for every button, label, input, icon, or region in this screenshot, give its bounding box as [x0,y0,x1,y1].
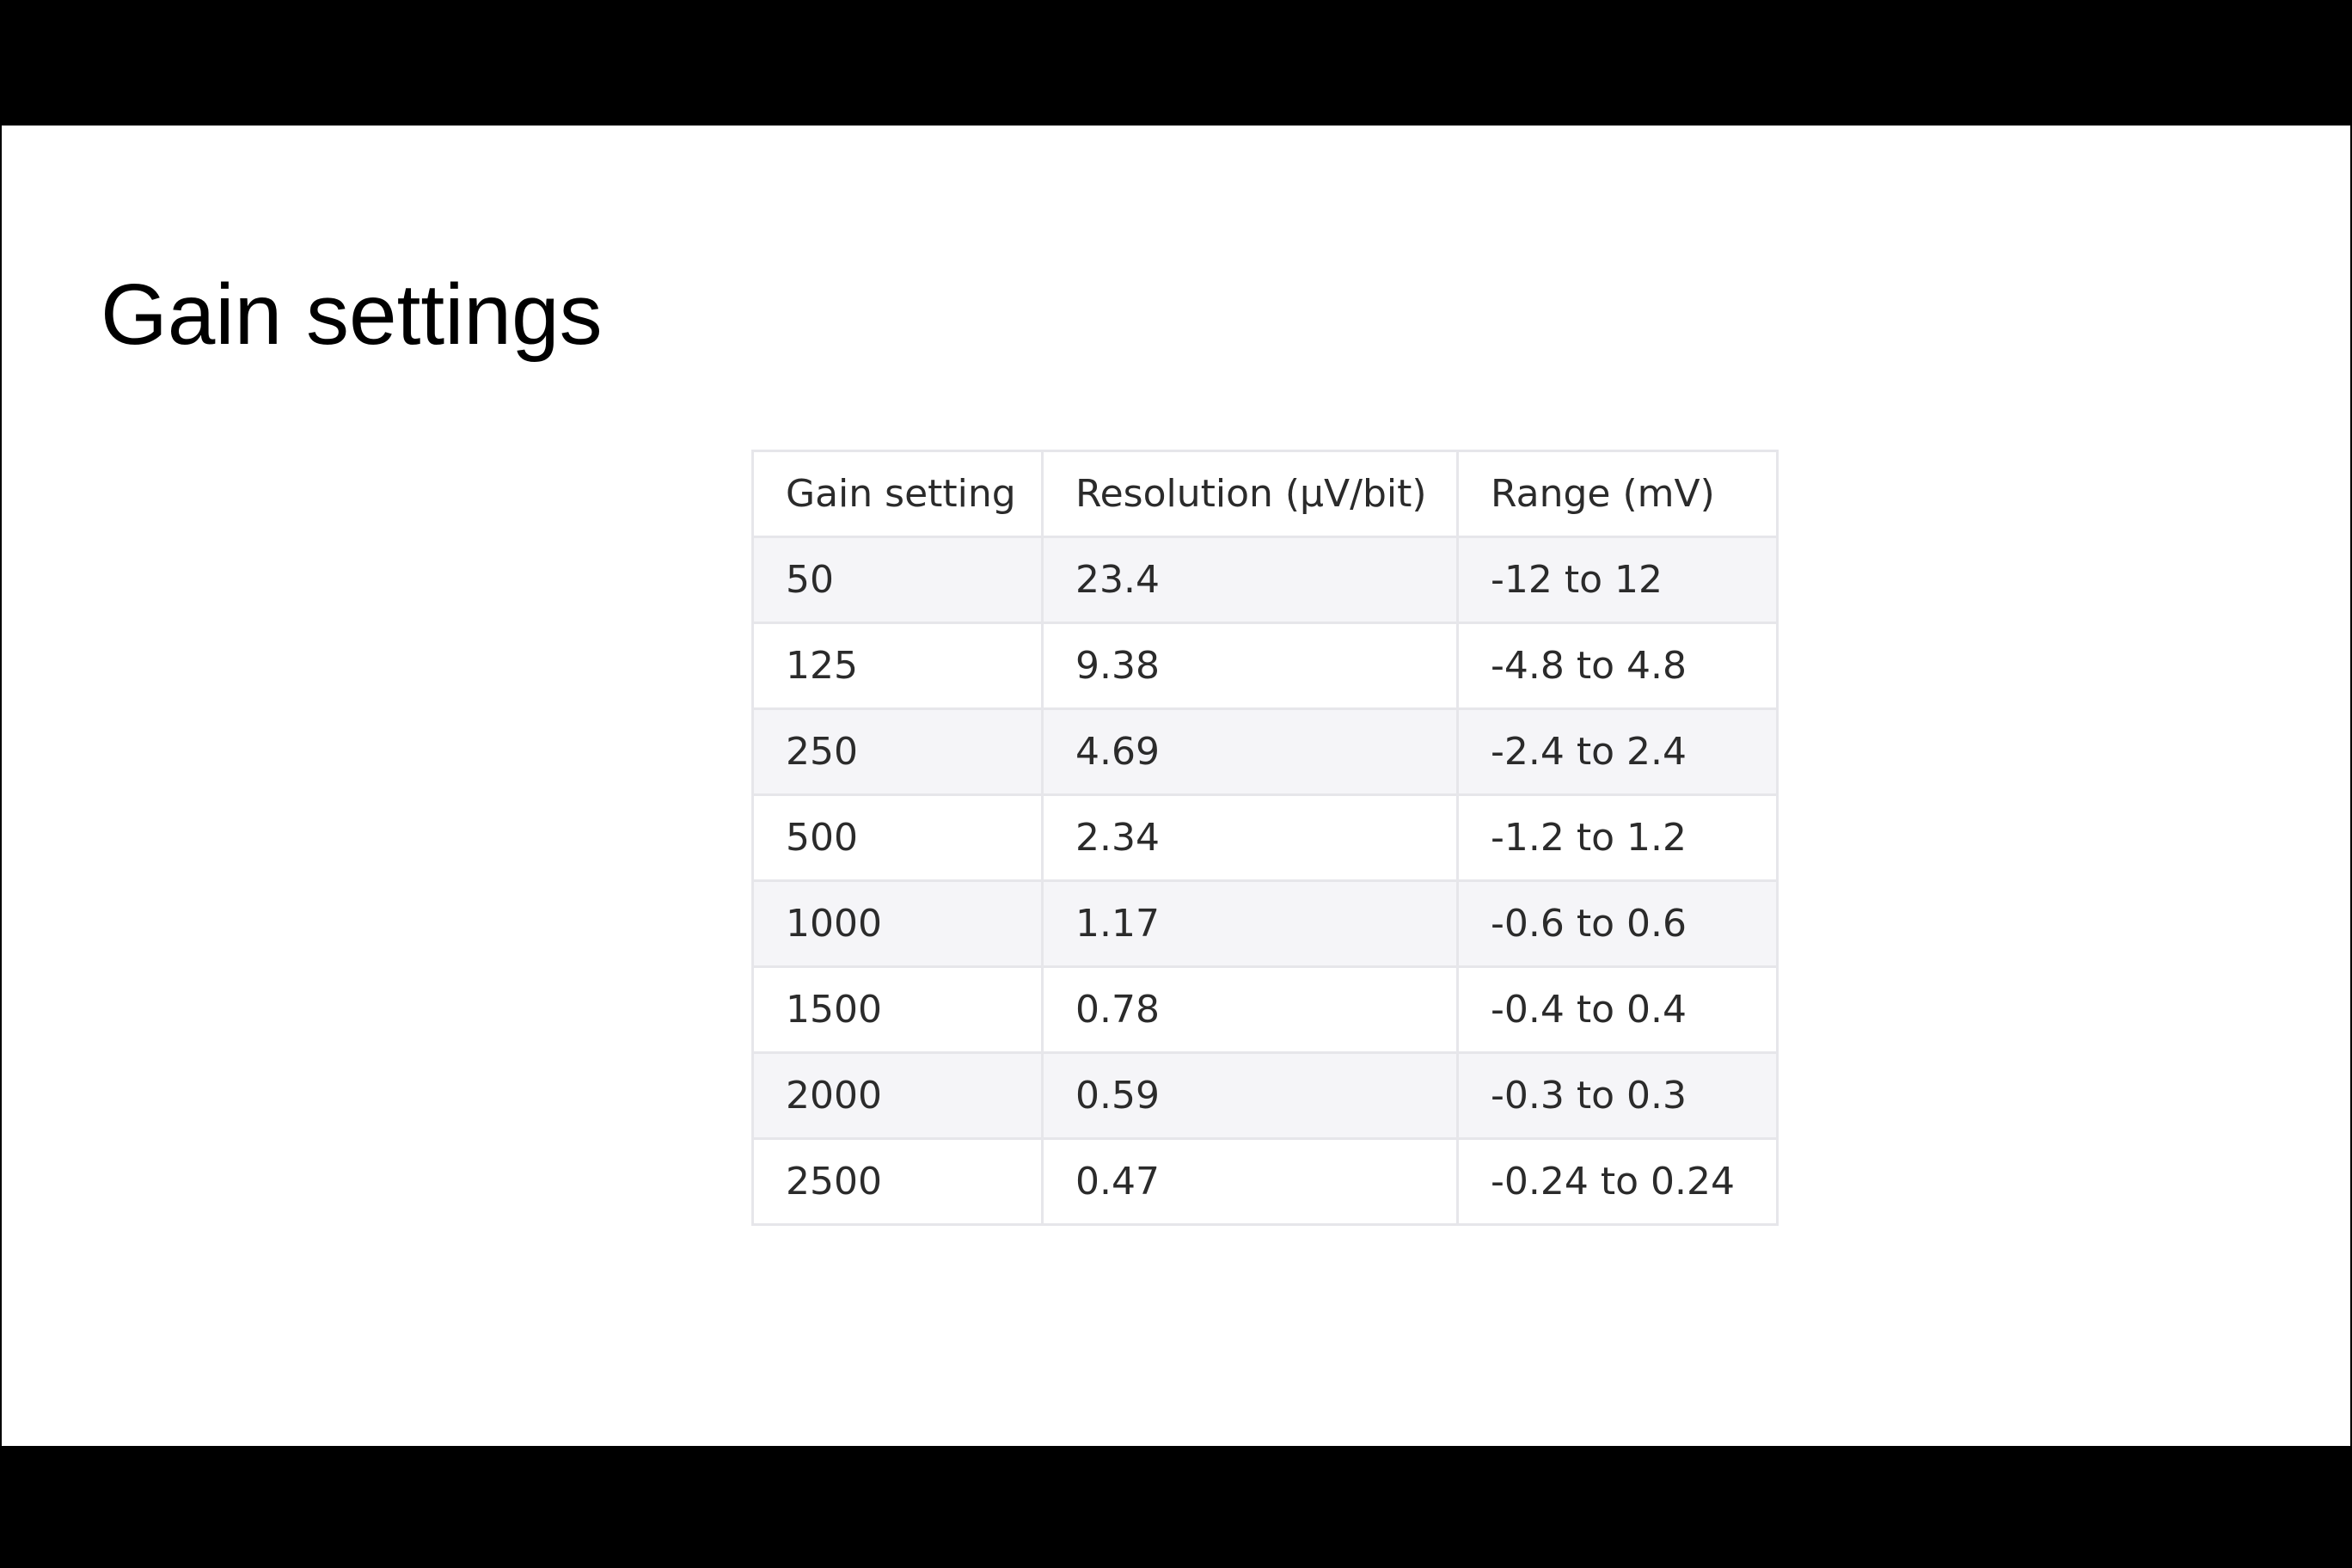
cell-resolution: 4.69 [1041,707,1459,796]
table-row: 125 9.38 -4.8 to 4.8 [751,622,1779,710]
header-resolution: Resolution (µV/bit) [1041,450,1459,538]
cell-range: -0.6 to 0.6 [1456,879,1779,968]
table-row: 2500 0.47 -0.24 to 0.24 [751,1137,1779,1226]
slide-title: Gain settings [101,266,603,363]
cell-gain: 1500 [751,965,1044,1054]
slide: Gain settings Gain setting Resolution (µ… [2,126,2350,1446]
cell-resolution: 0.47 [1041,1137,1459,1226]
cell-resolution: 2.34 [1041,793,1459,882]
letterbox-top [0,0,2352,124]
cell-range: -2.4 to 2.4 [1456,707,1779,796]
cell-range: -0.24 to 0.24 [1456,1137,1779,1226]
cell-gain: 250 [751,707,1044,796]
cell-resolution: 0.78 [1041,965,1459,1054]
table-row: 500 2.34 -1.2 to 1.2 [751,793,1779,882]
cell-range: -12 to 12 [1456,536,1779,624]
cell-range: -0.4 to 0.4 [1456,965,1779,1054]
gain-settings-table: Gain setting Resolution (µV/bit) Range (… [751,450,1779,1226]
cell-gain: 50 [751,536,1044,624]
cell-range: -4.8 to 4.8 [1456,622,1779,710]
cell-resolution: 9.38 [1041,622,1459,710]
cell-range: -1.2 to 1.2 [1456,793,1779,882]
cell-gain: 500 [751,793,1044,882]
cell-gain: 2000 [751,1051,1044,1140]
table-row: 50 23.4 -12 to 12 [751,536,1779,624]
letterbox-bottom [0,1447,2352,1568]
header-gain-setting: Gain setting [751,450,1044,538]
cell-resolution: 23.4 [1041,536,1459,624]
table-row: 250 4.69 -2.4 to 2.4 [751,707,1779,796]
cell-resolution: 1.17 [1041,879,1459,968]
header-range: Range (mV) [1456,450,1779,538]
table-row: 2000 0.59 -0.3 to 0.3 [751,1051,1779,1140]
cell-resolution: 0.59 [1041,1051,1459,1140]
table-header-row: Gain setting Resolution (µV/bit) Range (… [751,450,1779,538]
cell-gain: 1000 [751,879,1044,968]
cell-gain: 125 [751,622,1044,710]
cell-gain: 2500 [751,1137,1044,1226]
table-row: 1000 1.17 -0.6 to 0.6 [751,879,1779,968]
cell-range: -0.3 to 0.3 [1456,1051,1779,1140]
table-row: 1500 0.78 -0.4 to 0.4 [751,965,1779,1054]
